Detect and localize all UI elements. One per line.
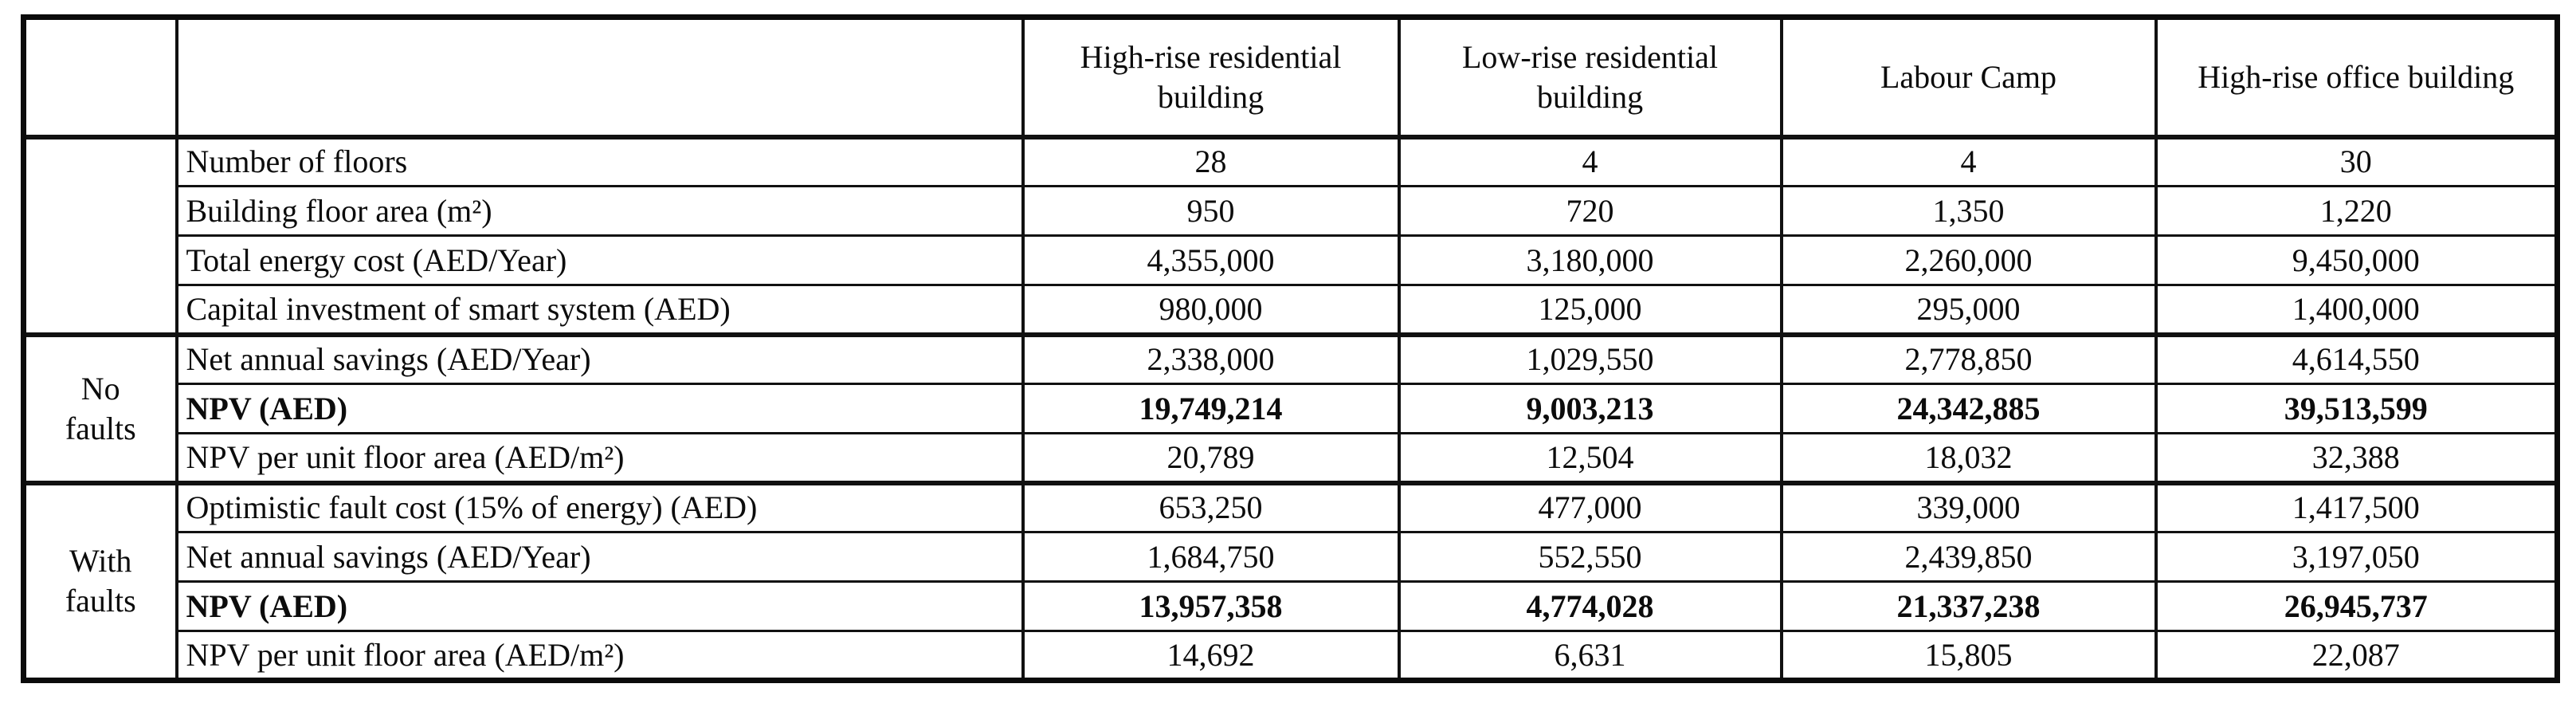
row-label: NPV (AED) xyxy=(174,580,1025,632)
column-header-high-rise-office: High-rise office building xyxy=(2154,16,2559,139)
header-row: High-rise residential building Low-rise … xyxy=(22,16,2559,139)
table-row-npv-no-faults: NPV (AED) 19,749,214 9,003,213 24,342,88… xyxy=(24,383,2559,434)
column-header-labour-camp: Labour Camp xyxy=(1779,16,2158,139)
table-row-floor-area: Building floor area (m²) 950 720 1,350 1… xyxy=(24,185,2559,237)
value-cell: 295,000 xyxy=(1779,284,2158,336)
value-cell: 2,260,000 xyxy=(1779,234,2158,286)
value-cell: 1,417,500 xyxy=(2154,480,2559,533)
value-cell: 4,774,028 xyxy=(1397,580,1783,632)
table-row-net-annual-savings-no-faults: No faults Net annual savings (AED/Year) … xyxy=(22,332,2559,484)
row-label: Net annual savings (AED/Year) xyxy=(174,332,1025,385)
value-cell: 1,029,550 xyxy=(1397,332,1783,385)
table-row-net-annual-savings-with-faults: Net annual savings (AED/Year) 1,684,750 … xyxy=(24,531,2559,583)
value-cell: 30 xyxy=(2154,134,2559,187)
value-cell: 18,032 xyxy=(1779,432,2158,484)
group-cell-empty xyxy=(22,134,178,336)
group-label: With faults xyxy=(65,543,136,619)
table-row-number-of-floors: Number of floors 28 4 4 30 xyxy=(22,134,2559,336)
row-label: NPV (AED) xyxy=(174,383,1025,434)
header-corner-label-cell xyxy=(174,16,1025,139)
table-row-capital-investment: Capital investment of smart system (AED)… xyxy=(24,284,2559,336)
row-label: NPV per unit floor area (AED/m²) xyxy=(174,432,1025,484)
npv-table-container: High-rise residential building Low-rise … xyxy=(21,14,2560,683)
value-cell: 19,749,214 xyxy=(1021,383,1401,434)
row-label: Total energy cost (AED/Year) xyxy=(174,234,1025,286)
value-cell: 6,631 xyxy=(1397,630,1783,682)
row-label: Optimistic fault cost (15% of energy) (A… xyxy=(174,480,1025,533)
row-label: Building floor area (m²) xyxy=(174,185,1025,237)
value-cell: 22,087 xyxy=(2154,630,2559,682)
group-cell-with-faults: With faults xyxy=(22,480,178,682)
npv-comparison-table: High-rise residential building Low-rise … xyxy=(21,14,2560,683)
value-cell: 28 xyxy=(1021,134,1401,187)
value-cell: 3,180,000 xyxy=(1397,234,1783,286)
value-cell: 15,805 xyxy=(1779,630,2158,682)
row-label: NPV per unit floor area (AED/m²) xyxy=(174,630,1025,682)
value-cell: 720 xyxy=(1397,185,1783,237)
value-cell: 950 xyxy=(1021,185,1401,237)
value-cell: 4 xyxy=(1779,134,2158,187)
value-cell: 14,692 xyxy=(1021,630,1401,682)
value-cell: 4,614,550 xyxy=(2154,332,2559,385)
value-cell: 477,000 xyxy=(1397,480,1783,533)
column-header-low-rise-residential: Low-rise residential building xyxy=(1397,16,1783,139)
value-cell: 21,337,238 xyxy=(1779,580,2158,632)
value-cell: 4,355,000 xyxy=(1021,234,1401,286)
header-corner-group-cell xyxy=(22,16,178,139)
row-label: Number of floors xyxy=(174,134,1025,187)
value-cell: 20,789 xyxy=(1021,432,1401,484)
value-cell: 552,550 xyxy=(1397,531,1783,583)
value-cell: 9,450,000 xyxy=(2154,234,2559,286)
row-label: Net annual savings (AED/Year) xyxy=(174,531,1025,583)
table-row-npv-with-faults: NPV (AED) 13,957,358 4,774,028 21,337,23… xyxy=(24,580,2559,632)
table-row-total-energy-cost: Total energy cost (AED/Year) 4,355,000 3… xyxy=(24,234,2559,286)
value-cell: 2,338,000 xyxy=(1021,332,1401,385)
table-row-npv-per-area-with-faults: NPV per unit floor area (AED/m²) 14,692 … xyxy=(24,630,2559,682)
value-cell: 39,513,599 xyxy=(2154,383,2559,434)
value-cell: 3,197,050 xyxy=(2154,531,2559,583)
column-header-high-rise-residential: High-rise residential building xyxy=(1021,16,1401,139)
value-cell: 24,342,885 xyxy=(1779,383,2158,434)
value-cell: 4 xyxy=(1397,134,1783,187)
value-cell: 1,684,750 xyxy=(1021,531,1401,583)
value-cell: 13,957,358 xyxy=(1021,580,1401,632)
value-cell: 9,003,213 xyxy=(1397,383,1783,434)
value-cell: 653,250 xyxy=(1021,480,1401,533)
table-row-optimistic-fault-cost: With faults Optimistic fault cost (15% o… xyxy=(22,480,2559,682)
value-cell: 12,504 xyxy=(1397,432,1783,484)
value-cell: 1,350 xyxy=(1779,185,2158,237)
value-cell: 1,400,000 xyxy=(2154,284,2559,336)
table-row-npv-per-area-no-faults: NPV per unit floor area (AED/m²) 20,789 … xyxy=(24,432,2559,484)
value-cell: 2,778,850 xyxy=(1779,332,2158,385)
row-label: Capital investment of smart system (AED) xyxy=(174,284,1025,336)
value-cell: 980,000 xyxy=(1021,284,1401,336)
group-label: No faults xyxy=(65,370,136,446)
value-cell: 26,945,737 xyxy=(2154,580,2559,632)
value-cell: 125,000 xyxy=(1397,284,1783,336)
value-cell: 1,220 xyxy=(2154,185,2559,237)
value-cell: 32,388 xyxy=(2154,432,2559,484)
value-cell: 2,439,850 xyxy=(1779,531,2158,583)
group-cell-no-faults: No faults xyxy=(22,332,178,484)
value-cell: 339,000 xyxy=(1779,480,2158,533)
